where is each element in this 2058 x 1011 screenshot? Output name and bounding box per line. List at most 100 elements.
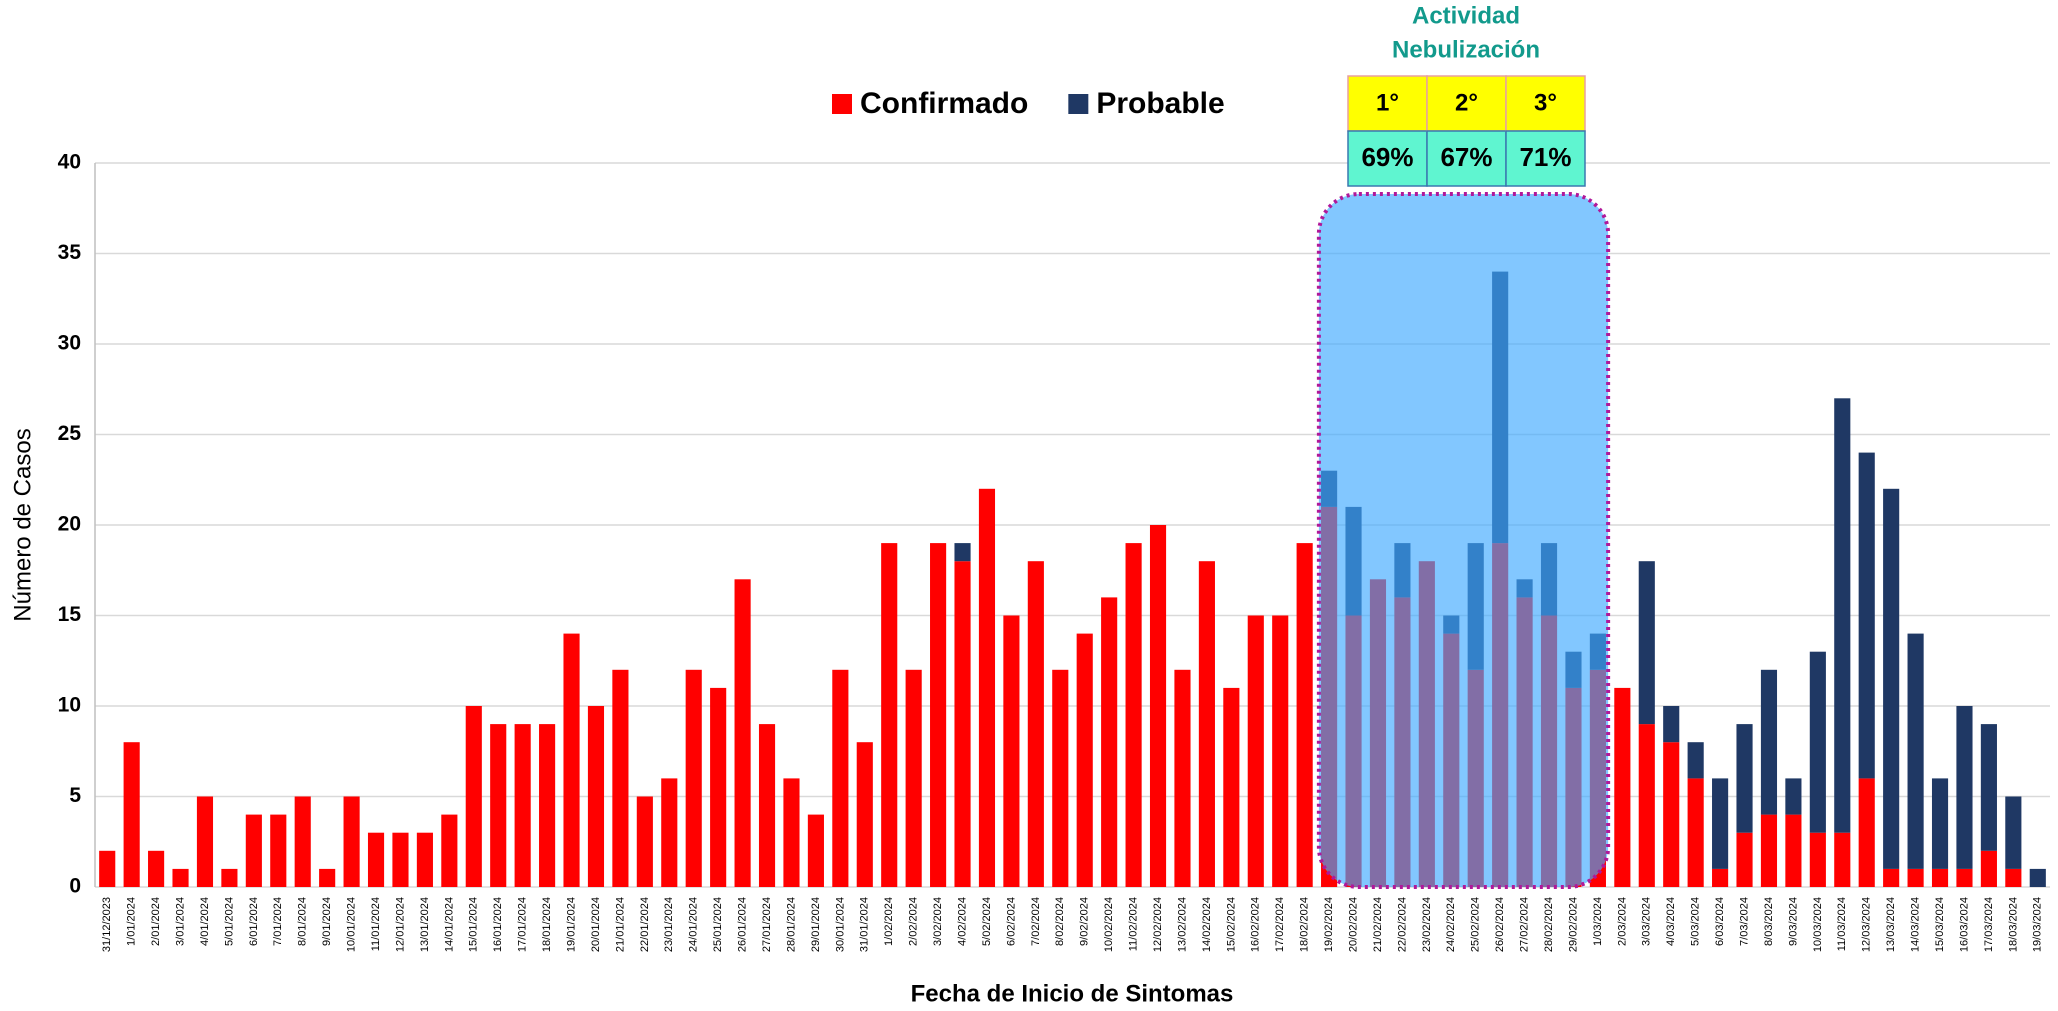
bar: [1883, 868, 1900, 887]
bar: [563, 633, 580, 887]
x-tick-label: 13/02/2024: [1176, 897, 1188, 952]
x-tick-label: 2/03/2024: [1616, 897, 1628, 946]
bar: [881, 543, 898, 887]
bar: [367, 832, 385, 887]
x-tick-label: 19/02/2024: [1323, 897, 1335, 952]
table-header: 2°: [1455, 89, 1478, 116]
bar: [1980, 724, 1997, 851]
bar: [1858, 778, 1875, 887]
x-tick-label: 12/01/2024: [394, 897, 406, 952]
x-tick-label: 9/01/2024: [321, 897, 333, 946]
x-tick-label: 9/03/2024: [1787, 897, 1799, 946]
x-tick-label: 25/01/2024: [712, 897, 724, 952]
y-tick-label: 30: [58, 332, 81, 355]
highlight-title: Actividad: [1412, 2, 1520, 29]
x-tick-label: 18/02/2024: [1299, 897, 1311, 952]
bar: [1834, 398, 1851, 833]
x-tick-label: 4/01/2024: [199, 897, 211, 946]
bar: [710, 687, 727, 887]
bar: [612, 669, 629, 887]
table-cell: [1347, 130, 1428, 187]
x-tick-label: 3/01/2024: [174, 897, 186, 946]
table-header-cell: [1426, 75, 1507, 132]
bar: [1003, 615, 1020, 887]
bar: [1858, 452, 1875, 779]
x-tick-label: 1/02/2024: [883, 897, 895, 946]
x-tick-label: 16/01/2024: [492, 897, 504, 952]
x-tick-label: 29/01/2024: [810, 897, 822, 952]
bar: [905, 669, 922, 887]
table-header-cell: [1347, 75, 1428, 132]
x-tick-label: 15/01/2024: [468, 897, 480, 952]
x-tick-label: 14/03/2024: [1910, 897, 1922, 952]
x-tick-label: 5/03/2024: [1690, 897, 1702, 946]
table-value: 67%: [1440, 142, 1492, 172]
x-tick-label: 28/02/2024: [1543, 897, 1555, 952]
bar: [1834, 832, 1851, 887]
bar: [490, 724, 507, 887]
x-tick-label: 22/02/2024: [1396, 897, 1408, 952]
bar: [1785, 778, 1802, 815]
table-header: 3°: [1534, 89, 1557, 116]
bar: [1712, 778, 1729, 869]
x-tick-label: 25/02/2024: [1470, 897, 1482, 952]
x-tick-label: 17/02/2024: [1274, 897, 1286, 952]
x-tick-label: 24/02/2024: [1445, 897, 1457, 952]
x-tick-label: 2/01/2024: [150, 897, 162, 946]
x-tick-label: 3/02/2024: [932, 897, 944, 946]
bar: [221, 868, 238, 887]
x-tick-label: 11/02/2024: [1128, 897, 1140, 951]
x-tick-label: 14/02/2024: [1201, 897, 1213, 952]
bar: [2005, 868, 2022, 887]
bar: [1149, 525, 1167, 887]
legend-swatch: [832, 94, 852, 114]
bar: [1125, 543, 1142, 887]
bar: [1760, 814, 1778, 887]
table-value: 71%: [1519, 142, 1571, 172]
bar: [1052, 669, 1069, 887]
bar: [954, 561, 971, 887]
table-value: 69%: [1361, 142, 1413, 172]
x-tick-label: 11/01/2024: [370, 897, 382, 951]
x-tick-label: 5/02/2024: [981, 897, 993, 946]
y-tick-label: 25: [58, 422, 82, 445]
x-tick-label: 5/01/2024: [223, 897, 235, 946]
bar: [807, 814, 824, 887]
x-tick-label: 31/12/2023: [101, 897, 113, 952]
x-tick-label: 10/03/2024: [1812, 897, 1824, 952]
bar: [1687, 742, 1704, 779]
x-tick-label: 13/01/2024: [419, 897, 431, 952]
bar: [123, 742, 140, 887]
x-tick-label: 28/01/2024: [785, 897, 797, 952]
bar: [1687, 778, 1704, 887]
y-tick-label: 10: [58, 694, 81, 717]
bar: [783, 778, 800, 887]
x-tick-label: 16/02/2024: [1250, 897, 1262, 952]
x-tick-label: 17/01/2024: [517, 897, 529, 952]
x-tick-label: 18/03/2024: [2007, 897, 2019, 952]
x-axis-title: Fecha de Inicio de Sintomas: [911, 980, 1234, 1007]
bar: [270, 814, 287, 887]
bar: [1931, 778, 1949, 869]
x-tick-label: 29/02/2024: [1567, 897, 1579, 952]
bar: [1638, 561, 1655, 725]
x-tick-label: 7/01/2024: [272, 897, 284, 946]
bar: [1247, 615, 1264, 887]
bar: [1931, 868, 1949, 887]
y-tick-label: 0: [69, 875, 81, 898]
x-tick-label: 27/01/2024: [761, 897, 773, 952]
bar: [587, 706, 605, 887]
bar: [441, 814, 458, 887]
x-tick-label: 19/01/2024: [565, 897, 577, 952]
x-tick-label: 3/03/2024: [1641, 897, 1653, 946]
bar: [1736, 724, 1753, 833]
bar: [172, 868, 189, 887]
x-tick-label: 20/01/2024: [590, 897, 602, 952]
bar: [294, 796, 311, 887]
x-tick-label: 6/02/2024: [1005, 897, 1017, 946]
x-tick-label: 23/01/2024: [663, 897, 675, 952]
x-tick-label: 30/01/2024: [834, 897, 846, 952]
bar: [2029, 868, 2046, 887]
bar: [319, 868, 336, 887]
